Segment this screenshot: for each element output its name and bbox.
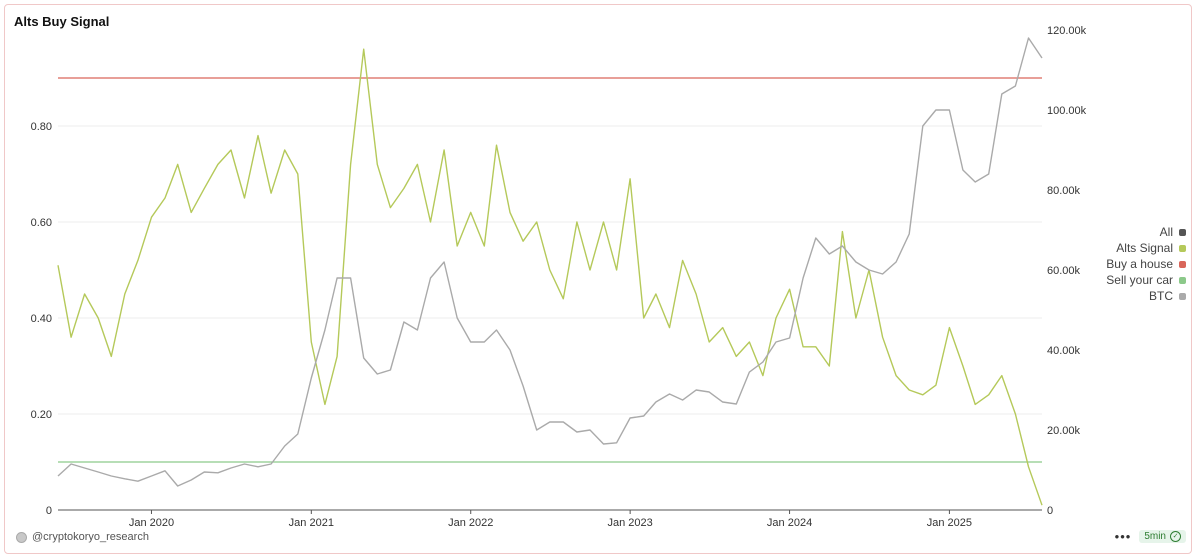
- y-right-tick-label: 60.00k: [1047, 265, 1081, 277]
- y-left-tick-label: 0.20: [31, 409, 52, 421]
- x-tick-label: Jan 2023: [608, 517, 653, 529]
- x-tick-label: Jan 2022: [448, 517, 493, 529]
- legend-label: All: [1159, 225, 1173, 239]
- y-left-tick-label: 0.60: [31, 217, 52, 229]
- legend-item[interactable]: All: [1106, 224, 1186, 240]
- x-tick-label: Jan 2024: [767, 517, 812, 529]
- legend: All Alts Signal Buy a house Sell your car BT…: [1106, 224, 1186, 304]
- y-left-tick-label: 0: [46, 505, 52, 517]
- legend-swatch: [1179, 260, 1186, 268]
- legend-item[interactable]: Alts Signal: [1106, 240, 1186, 256]
- series-lines: [57, 37, 1043, 506]
- footer-controls: ••• 5min ✓: [1115, 529, 1186, 544]
- x-tick-label: Jan 2021: [289, 517, 334, 529]
- legend-swatch: [1179, 276, 1186, 284]
- chart-panel: [4, 4, 1192, 554]
- tick-labels: 0 0.20 0.40 0.60 0.80 0 20.00k 40.00k 60.00k 80.0…: [31, 25, 1087, 529]
- refresh-label: 5min: [1144, 531, 1166, 542]
- legend-label: Sell your car: [1106, 273, 1173, 287]
- legend-item[interactable]: Buy a house: [1106, 256, 1186, 272]
- refresh-interval-badge[interactable]: 5min ✓: [1139, 530, 1186, 543]
- reference-lines: [58, 77, 1042, 463]
- legend-label: Alts Signal: [1116, 241, 1173, 255]
- y-right-tick-label: 40.00k: [1047, 345, 1081, 357]
- legend-item[interactable]: Sell your car: [1106, 272, 1186, 288]
- check-circle-icon: ✓: [1170, 531, 1181, 542]
- y-right-tick-label: 80.00k: [1047, 185, 1081, 197]
- y-right-tick-label: 120.00k: [1047, 25, 1087, 37]
- y-right-tick-label: 100.00k: [1047, 105, 1087, 117]
- y-right-tick-label: 20.00k: [1047, 425, 1081, 437]
- legend-swatch: [1179, 228, 1186, 236]
- grid-lines: [58, 125, 1042, 415]
- legend-swatch: [1179, 292, 1186, 300]
- series-line-btc: [57, 37, 1043, 487]
- y-left-tick-label: 0.40: [31, 313, 52, 325]
- x-tick-label: Jan 2020: [129, 517, 174, 529]
- axes: [58, 509, 1042, 514]
- series-line-alts-signal: [57, 48, 1043, 506]
- chart-title: Alts Buy Signal: [14, 14, 110, 29]
- more-horizontal-icon[interactable]: •••: [1114, 529, 1132, 544]
- legend-item[interactable]: BTC: [1106, 288, 1186, 304]
- legend-label: Buy a house: [1106, 257, 1173, 271]
- y-right-tick-label: 0: [1047, 505, 1053, 517]
- y-left-tick-label: 0.80: [31, 121, 52, 133]
- avatar: [16, 531, 27, 543]
- legend-label: BTC: [1149, 289, 1173, 303]
- attribution: @cryptokoryo_research: [16, 531, 149, 543]
- attribution-text: @cryptokoryo_research: [32, 531, 149, 543]
- legend-swatch: [1179, 244, 1186, 252]
- x-tick-label: Jan 2025: [927, 517, 972, 529]
